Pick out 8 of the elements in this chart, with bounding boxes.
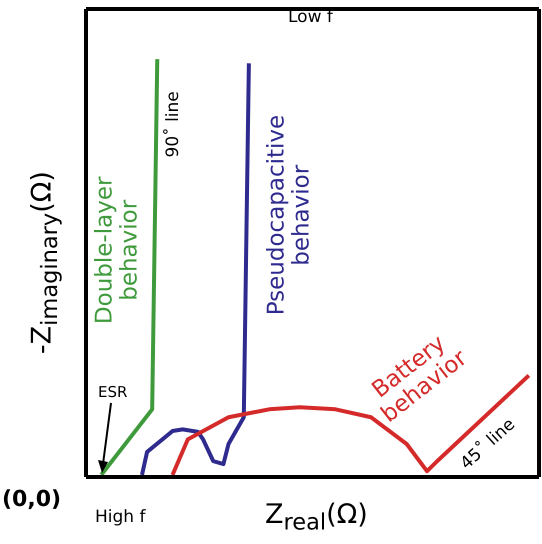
annotation: 45˚ line xyxy=(456,414,520,474)
text: (0,0) xyxy=(2,487,62,512)
text: High f xyxy=(95,507,146,527)
annotation: 90˚ line xyxy=(162,91,183,158)
text: Double-layer behavior xyxy=(92,176,144,326)
text: Pseudocapacitive behavior xyxy=(264,114,316,316)
x-axis-title: Z$_{real}$(Ω) xyxy=(265,499,368,536)
annotation: ESR xyxy=(98,383,128,401)
